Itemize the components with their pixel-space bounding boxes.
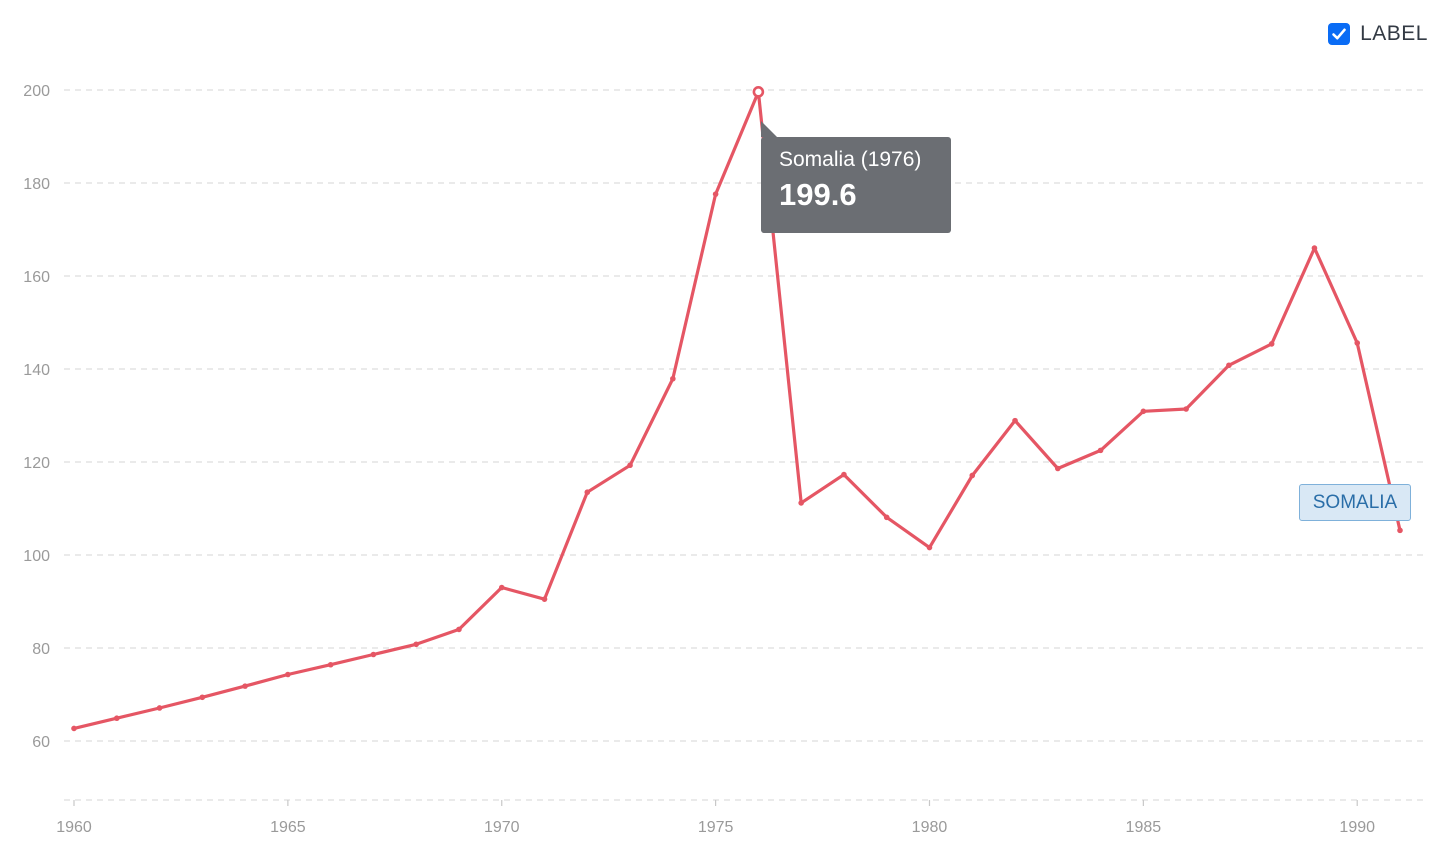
- data-point-1972: [584, 489, 591, 496]
- data-point-1982: [1012, 417, 1018, 424]
- y-tick-label-140: 140: [23, 362, 50, 379]
- data-point-1986: [1183, 406, 1189, 412]
- data-point-1971: [541, 596, 548, 602]
- data-point-1963: [199, 694, 206, 701]
- data-point-1961: [113, 715, 120, 722]
- series-somalia: [72, 90, 1402, 730]
- data-point-1973: [627, 462, 633, 469]
- y-tick-label-180: 180: [23, 176, 50, 193]
- y-tick-label-80: 80: [32, 641, 50, 658]
- data-point-1967: [370, 651, 377, 658]
- data-point-1964: [242, 683, 248, 689]
- y-tick-label-200: 200: [23, 83, 50, 100]
- series-line-somalia: [72, 90, 1402, 730]
- data-point-1980: [926, 544, 933, 551]
- data-point-1985: [1140, 408, 1147, 415]
- x-tick-label-1975: 1975: [698, 819, 734, 836]
- data-point-1989: [1311, 245, 1318, 251]
- data-point-1988: [1268, 341, 1275, 347]
- data-point-1962: [156, 705, 163, 711]
- axis-ticks: 60 80 100 120 140 160 180 200 1960 1965 1970 1975 19…: [23, 83, 1375, 836]
- data-point-1979: [883, 514, 890, 521]
- tooltip-value: 199.6: [779, 177, 857, 212]
- data-tooltip: Somalia (1976) 199.6: [761, 121, 951, 233]
- tooltip-pointer: [761, 121, 777, 137]
- label-checkbox[interactable]: [1328, 23, 1351, 45]
- gridlines: [64, 89, 1428, 801]
- x-tick-label-1980: 1980: [912, 819, 948, 836]
- series-label-somalia: SOMALIA: [1299, 484, 1411, 521]
- data-point-1970: [498, 584, 505, 591]
- data-point-1984: [1097, 447, 1104, 454]
- x-tick-label-1960: 1960: [56, 819, 92, 836]
- y-tick-label-120: 120: [23, 455, 50, 472]
- data-point-1978: [841, 471, 847, 478]
- data-point-1969: [456, 626, 462, 633]
- data-point-1960: [71, 725, 77, 732]
- data-point-1968: [413, 641, 419, 648]
- y-tick-label-100: 100: [23, 548, 50, 565]
- x-tick-label-1970: 1970: [484, 819, 520, 836]
- data-point-1965: [285, 671, 291, 678]
- data-point-1983: [1055, 465, 1061, 472]
- y-tick-label-60: 60: [32, 734, 50, 751]
- data-point-1991: [1397, 527, 1403, 534]
- data-point-1974: [670, 375, 676, 382]
- series-points: [71, 86, 1403, 732]
- data-point-1987: [1226, 362, 1232, 369]
- x-tick-label-1965: 1965: [270, 819, 306, 836]
- label-toggle-text: LABEL: [1360, 22, 1428, 45]
- data-point-1975: [712, 191, 719, 197]
- tooltip-title: Somalia (1976): [779, 148, 922, 171]
- data-point-1977: [798, 500, 804, 506]
- x-tick-label-1985: 1985: [1126, 819, 1162, 836]
- data-point-1966: [327, 661, 334, 668]
- data-point-1990: [1354, 340, 1361, 346]
- checkmark-icon: [1332, 28, 1346, 40]
- y-tick-label-160: 160: [23, 269, 50, 286]
- highlighted-point-1976: [752, 86, 765, 98]
- data-point-1981: [969, 472, 976, 479]
- label-toggle[interactable]: LABEL: [1328, 22, 1428, 46]
- x-tick-label-1990: 1990: [1339, 819, 1375, 836]
